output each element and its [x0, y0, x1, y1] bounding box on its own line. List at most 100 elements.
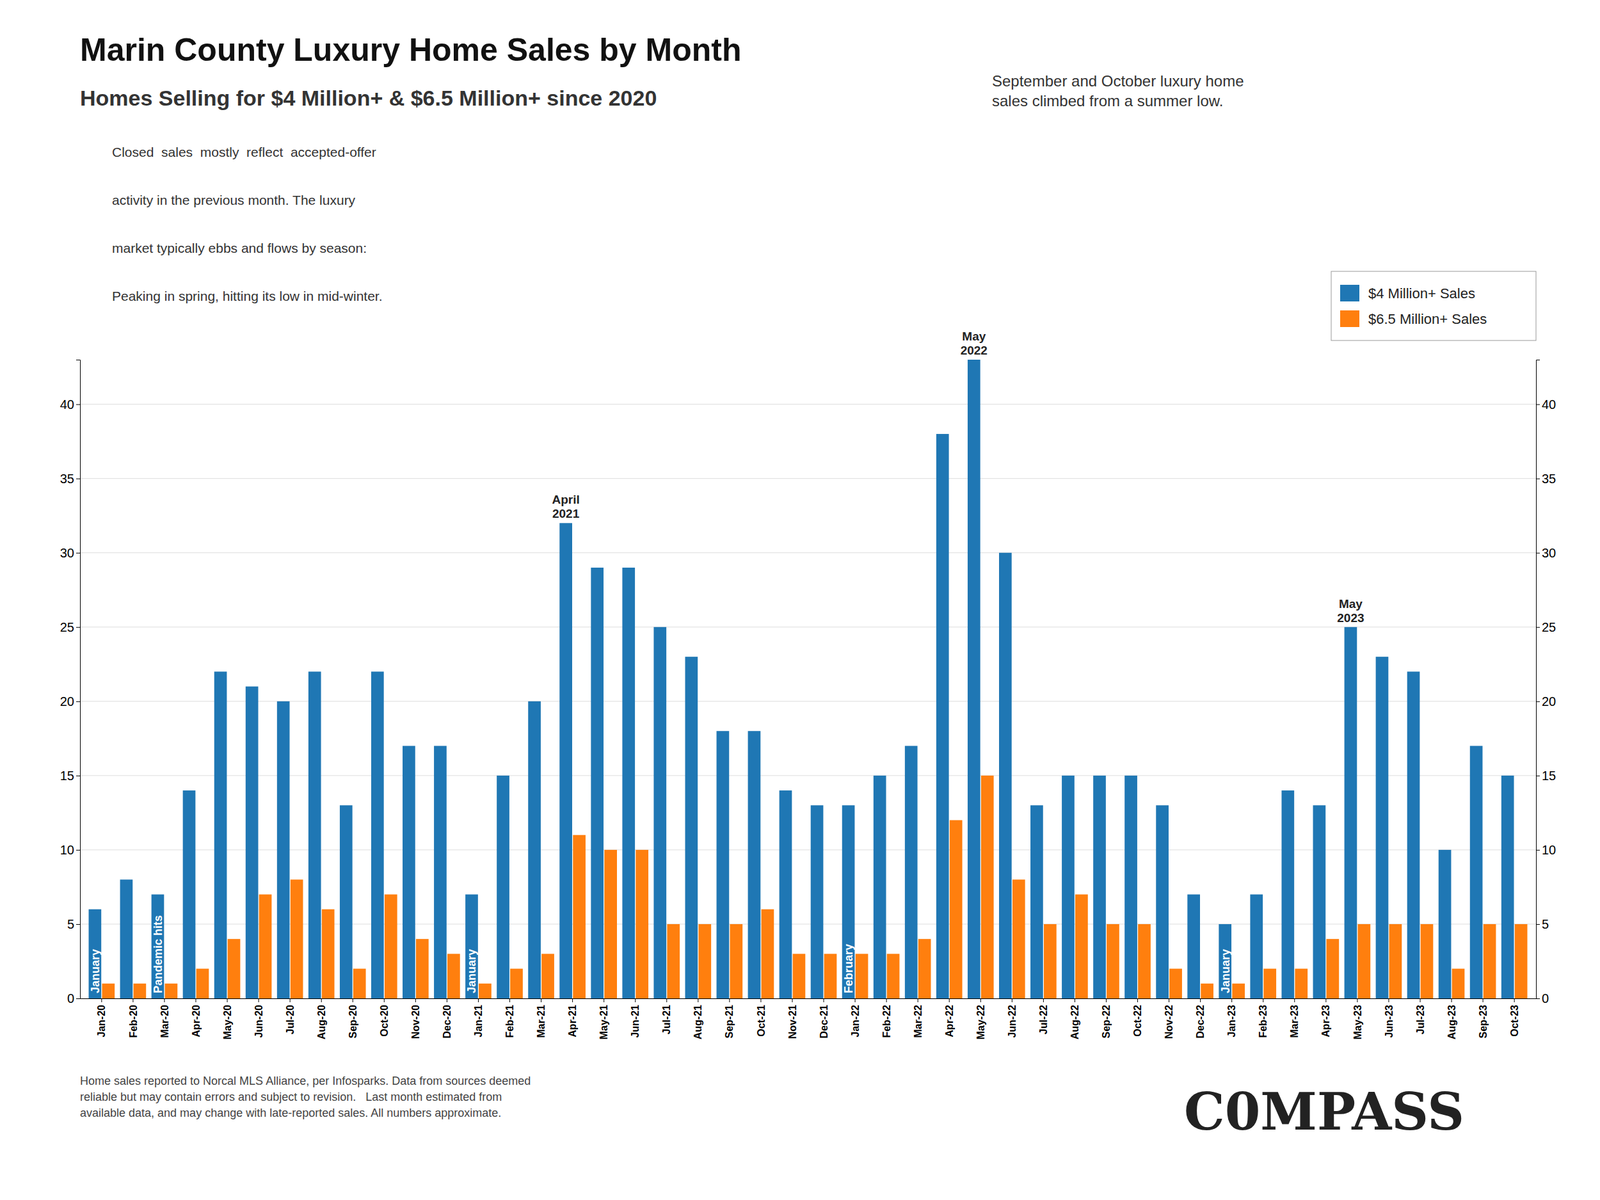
bar	[635, 849, 649, 999]
bar	[277, 701, 290, 999]
bar	[1326, 938, 1339, 999]
bar	[684, 656, 698, 999]
bar	[1012, 879, 1026, 999]
bar	[227, 938, 241, 999]
bar	[855, 953, 869, 999]
x-tick: Sep-22	[1100, 998, 1112, 1039]
y-tick: 15	[60, 768, 80, 783]
tick-mark	[1294, 998, 1295, 1003]
legend-label: $6.5 Million+ Sales	[1368, 311, 1487, 328]
bar	[748, 730, 761, 999]
bar	[761, 909, 775, 999]
x-tick: Nov-20	[410, 998, 422, 1039]
x-tick: Dec-22	[1194, 998, 1206, 1039]
y-tick-label: 30	[60, 545, 75, 560]
tick-mark	[76, 849, 80, 851]
x-tick: Apr-20	[190, 998, 202, 1038]
y2-tick-label: 25	[1541, 620, 1556, 635]
x-tick: Apr-21	[567, 998, 578, 1038]
tick-mark	[352, 998, 354, 1003]
tick-mark	[195, 998, 196, 1003]
tick-mark	[1011, 998, 1013, 1003]
x-tick-label: Jul-22	[1038, 1004, 1049, 1035]
x-tick: Apr-23	[1320, 998, 1332, 1038]
text-line: April	[551, 492, 580, 507]
x-tick: May-21	[598, 998, 610, 1040]
tick-mark	[917, 998, 919, 1003]
y2-tick-label: 40	[1541, 397, 1556, 412]
x-tick: Mar-23	[1288, 998, 1300, 1039]
bar	[321, 909, 335, 999]
bar	[1294, 968, 1308, 999]
bar	[151, 894, 165, 999]
x-tick: Oct-22	[1132, 998, 1144, 1037]
tick-mark	[1388, 998, 1389, 1003]
x-tick: Aug-22	[1069, 998, 1081, 1040]
y2-tick: 5	[1536, 917, 1549, 932]
bar-annotation: January	[88, 949, 102, 994]
tick-mark	[949, 998, 950, 1003]
bar	[384, 894, 398, 999]
tick-mark	[321, 998, 322, 1003]
tick-mark	[886, 998, 888, 1003]
tick-mark	[384, 998, 385, 1003]
x-tick-label: Dec-20	[441, 1004, 453, 1039]
bar-series	[101, 775, 1528, 999]
y-tick: 20	[60, 694, 80, 709]
legend-label: $4 Million+ Sales	[1368, 285, 1476, 302]
y-tick-label: 0	[67, 991, 75, 1006]
bar	[1232, 983, 1245, 999]
x-tick-label: Jun-23	[1383, 1004, 1395, 1039]
bar	[559, 522, 573, 999]
bar	[590, 567, 604, 999]
grid-line	[80, 626, 1536, 628]
x-tick-label: Apr-20	[190, 1004, 202, 1038]
tick-mark	[791, 998, 793, 1003]
x-tick: Sep-23	[1477, 998, 1489, 1039]
x-tick-label: Aug-23	[1446, 1004, 1458, 1040]
x-tick: Jan-20	[96, 998, 107, 1038]
tick-mark	[1262, 998, 1264, 1003]
bar-series	[88, 359, 1515, 999]
y2-tick: 15	[1536, 768, 1556, 783]
bar-annotation: Pandemic hits	[151, 915, 165, 994]
x-tick: Sep-21	[723, 998, 735, 1039]
y2-tick: 30	[1536, 545, 1556, 560]
bar	[918, 938, 932, 999]
bar	[245, 686, 259, 999]
y2-tick-label: 15	[1541, 768, 1556, 783]
x-tick-label: Jul-23	[1415, 1004, 1426, 1035]
x-tick-label: Nov-21	[787, 1004, 799, 1039]
bar	[698, 924, 712, 999]
bar	[604, 849, 617, 999]
bar	[1501, 775, 1515, 999]
bar-annotation: February	[842, 944, 856, 994]
bar	[259, 894, 272, 999]
body-text: market typically ebbs and flows by seaso…	[112, 240, 367, 256]
annotations: JanuaryPandemic hitsJanuaryFebruaryJanua…	[88, 329, 1365, 994]
tick-mark	[855, 998, 856, 1003]
tick-mark	[446, 998, 448, 1003]
bar	[165, 983, 178, 999]
y-tick-label: 35	[60, 471, 75, 486]
grid-line	[80, 478, 1536, 479]
bar	[416, 938, 429, 999]
tick-mark	[1105, 998, 1107, 1003]
bar	[308, 671, 322, 999]
tick-mark	[1536, 701, 1540, 703]
tick-mark	[76, 627, 80, 628]
bar	[1075, 894, 1088, 999]
y2-tick-label: 30	[1541, 545, 1556, 560]
legend-swatch	[1340, 284, 1360, 302]
bar	[730, 924, 744, 999]
tick-mark	[76, 478, 80, 480]
x-tick-label: Aug-22	[1069, 1004, 1081, 1040]
bar	[1137, 924, 1151, 999]
y-tick-label: 10	[60, 842, 75, 857]
x-tick: Jul-23	[1415, 998, 1426, 1035]
x-tick-label: Jun-21	[629, 1004, 641, 1039]
x-tick-label: Jan-23	[1226, 1004, 1238, 1038]
body-text: Peaking in spring, hitting its low in mi…	[112, 288, 383, 304]
tick-mark	[1514, 998, 1515, 1003]
tick-mark	[1482, 998, 1484, 1003]
